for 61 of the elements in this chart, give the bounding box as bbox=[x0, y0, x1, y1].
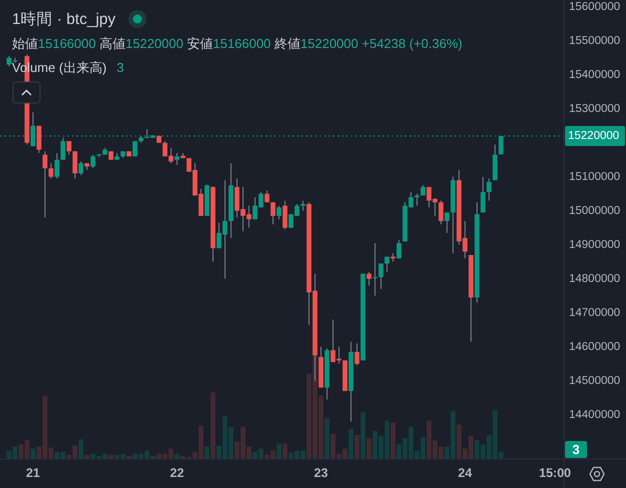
candlestick bbox=[282, 200, 288, 230]
y-tick-label: 14700000 bbox=[569, 306, 620, 319]
candlestick bbox=[372, 242, 378, 296]
bar bbox=[360, 412, 366, 459]
candlestick bbox=[36, 125, 42, 154]
y-tick-label: 14500000 bbox=[569, 374, 620, 387]
text: 1時間 · btc_jpy bbox=[12, 10, 116, 28]
bar bbox=[390, 422, 396, 459]
candlestick bbox=[48, 162, 54, 179]
candlestick bbox=[78, 161, 84, 176]
bar bbox=[204, 446, 210, 459]
bar bbox=[324, 418, 330, 459]
candlestick bbox=[264, 190, 270, 203]
x-tick-label: 24 bbox=[458, 466, 472, 480]
bar bbox=[276, 443, 282, 459]
bar bbox=[282, 443, 288, 459]
annotation: 3 bbox=[116, 60, 124, 75]
y-tick-label: 14800000 bbox=[569, 272, 620, 285]
bar bbox=[354, 435, 360, 459]
candlestick bbox=[300, 200, 306, 212]
candlestick bbox=[378, 263, 384, 290]
candlestick bbox=[396, 239, 402, 259]
bar bbox=[210, 392, 216, 459]
y-tick-label: 15400000 bbox=[569, 68, 620, 81]
candlestick bbox=[444, 212, 450, 234]
y-tick-label: 15000000 bbox=[569, 204, 620, 217]
candlestick bbox=[270, 202, 276, 225]
candlestick bbox=[414, 193, 420, 206]
y-tick-label: 14900000 bbox=[569, 238, 620, 251]
candlestick bbox=[486, 178, 492, 202]
x-tick-label: 21 bbox=[26, 466, 40, 480]
candlestick bbox=[90, 154, 96, 169]
x-tick-label: 22 bbox=[170, 466, 184, 480]
bar bbox=[78, 439, 84, 459]
candlestick bbox=[54, 152, 60, 179]
y-tick-label: 15500000 bbox=[569, 34, 620, 47]
bar bbox=[348, 428, 354, 459]
y-tick-label: 15100000 bbox=[569, 170, 620, 183]
candlestick bbox=[354, 342, 360, 366]
y-tick-label: 15600000 bbox=[569, 0, 620, 13]
x-tick-label: 23 bbox=[314, 466, 328, 480]
candlestick bbox=[66, 140, 72, 156]
x-tick-label: 15:00 bbox=[539, 466, 572, 480]
bar bbox=[366, 438, 372, 459]
candlestick bbox=[42, 150, 48, 218]
candlestick bbox=[438, 200, 444, 225]
y-tick-label: 14400000 bbox=[569, 408, 620, 421]
y-tick-label: 14600000 bbox=[569, 340, 620, 353]
bar bbox=[30, 448, 36, 459]
candlestick bbox=[132, 140, 138, 157]
bar bbox=[174, 454, 180, 459]
text: 3 bbox=[572, 442, 580, 457]
candlestick bbox=[72, 150, 78, 179]
candlestick bbox=[276, 205, 282, 220]
candlestick bbox=[480, 176, 486, 213]
candlestick bbox=[384, 256, 390, 272]
ref-line-label: 15220000 bbox=[568, 130, 620, 142]
y-tick-label: 15300000 bbox=[569, 102, 620, 115]
text: 始値15166000 高値15220000 安値15166000 終値15220000 +54238 (+0.36%) bbox=[12, 36, 462, 51]
candlestick bbox=[174, 152, 180, 166]
candlestick bbox=[366, 272, 372, 286]
